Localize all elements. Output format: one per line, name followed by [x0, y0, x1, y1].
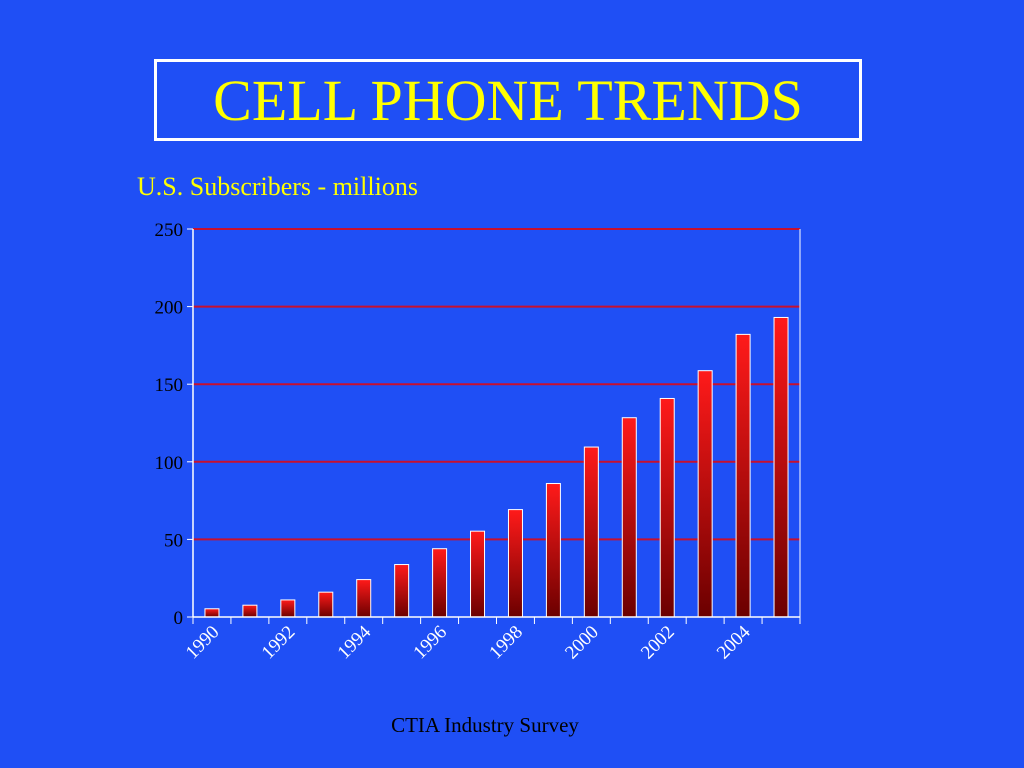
title-box: CELL PHONE TRENDS: [154, 59, 862, 141]
bar-2000: [583, 446, 599, 618]
bar-2004: [735, 333, 751, 618]
x-tick-label-2002: 2002: [637, 622, 679, 664]
bar-2002: [659, 397, 675, 618]
y-tick-label-0: 0: [174, 608, 184, 629]
x-tick-label-1990: 1990: [182, 622, 224, 664]
source-note: CTIA Industry Survey: [391, 713, 579, 737]
bar-2001: [621, 417, 637, 618]
bar-2003: [697, 370, 713, 618]
x-tick-label-2000: 2000: [561, 622, 603, 664]
y-tick-label-100: 100: [155, 453, 184, 474]
y-tick-label-50: 50: [164, 530, 183, 551]
chart-title: U.S. Subscribers - millions: [137, 172, 418, 201]
y-tick-label-150: 150: [155, 375, 184, 396]
x-tick-label-1994: 1994: [334, 621, 376, 663]
bar-1999: [545, 483, 561, 618]
x-tick-label-1998: 1998: [485, 622, 527, 664]
x-tick-label-1996: 1996: [409, 622, 451, 664]
x-tick-label-1992: 1992: [258, 622, 300, 664]
y-tick-label-200: 200: [155, 298, 184, 319]
y-tick-label-250: 250: [155, 220, 184, 241]
x-tick-label-2004: 2004: [713, 621, 755, 663]
bar-1995: [394, 564, 410, 618]
bar-1991: [242, 604, 258, 618]
bar-1997: [470, 530, 486, 618]
slide-title: CELL PHONE TRENDS: [213, 67, 803, 133]
bar-1998: [507, 509, 523, 618]
bar-1990: [204, 608, 220, 618]
bar-1994: [356, 579, 372, 618]
bar-1996: [432, 548, 448, 618]
bar-1992: [280, 599, 296, 618]
bar-1993: [318, 591, 334, 618]
bar-2005: [773, 316, 789, 618]
